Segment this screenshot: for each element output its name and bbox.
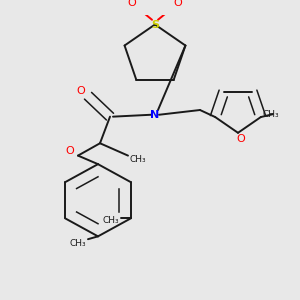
Text: O: O <box>237 134 245 145</box>
Text: CH₃: CH₃ <box>103 216 119 225</box>
Text: S: S <box>151 20 159 29</box>
Text: CH₃: CH₃ <box>262 110 279 119</box>
Text: O: O <box>76 86 85 96</box>
Text: CH₃: CH₃ <box>130 155 146 164</box>
Text: O: O <box>174 0 182 8</box>
Text: O: O <box>66 146 74 156</box>
Text: CH₃: CH₃ <box>70 239 86 248</box>
Text: O: O <box>128 0 136 8</box>
Text: N: N <box>150 110 160 120</box>
